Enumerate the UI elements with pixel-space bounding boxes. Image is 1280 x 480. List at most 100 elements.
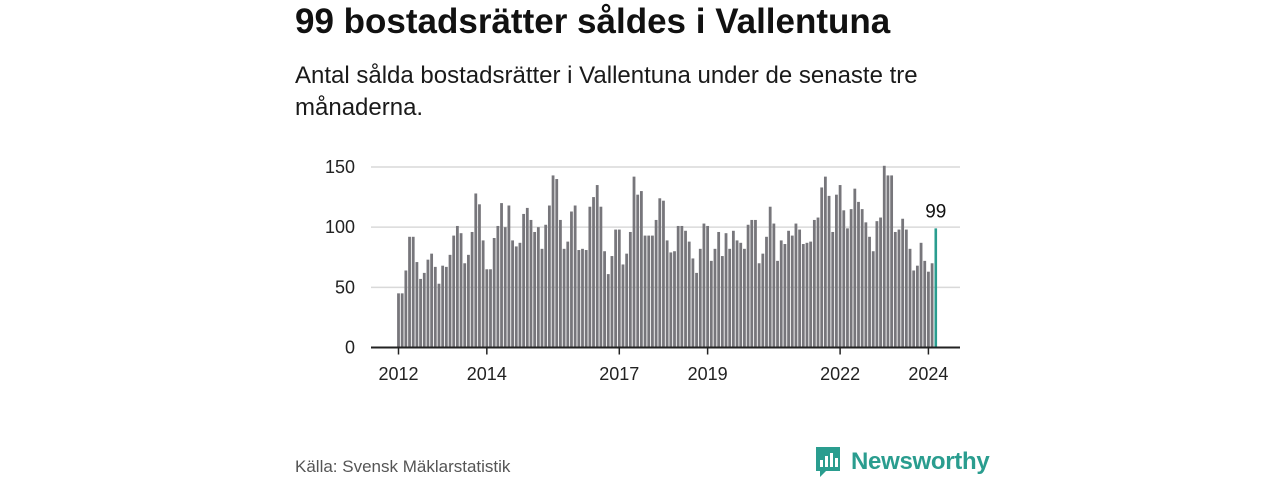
bar xyxy=(426,259,430,348)
bar xyxy=(551,175,555,348)
bar xyxy=(507,205,511,348)
bar xyxy=(573,205,577,348)
bar xyxy=(882,165,886,348)
bar xyxy=(912,270,916,348)
bar xyxy=(893,231,897,348)
bar xyxy=(720,256,724,348)
y-tick-label: 100 xyxy=(325,217,355,237)
bar xyxy=(547,205,551,348)
brand-logo: Newsworthy xyxy=(814,444,990,480)
bar xyxy=(842,210,846,348)
bar xyxy=(783,244,787,348)
bar xyxy=(408,236,411,348)
bar xyxy=(827,195,831,348)
bar xyxy=(698,248,702,348)
bar xyxy=(798,229,802,348)
bar xyxy=(658,198,662,348)
bar xyxy=(592,197,595,348)
bar xyxy=(673,251,676,348)
bar xyxy=(809,241,813,348)
bar xyxy=(794,223,798,348)
bar xyxy=(761,253,765,348)
bar xyxy=(481,240,485,348)
bar xyxy=(610,256,614,348)
bar xyxy=(419,278,422,348)
bar xyxy=(540,248,544,348)
bar xyxy=(599,206,603,348)
bar xyxy=(474,193,478,348)
x-tick-label: 2019 xyxy=(688,364,728,384)
bar xyxy=(455,225,459,348)
newsworthy-logo-icon xyxy=(816,447,840,477)
bar xyxy=(570,211,573,348)
bar xyxy=(735,240,739,348)
bar xyxy=(684,230,687,348)
bar xyxy=(717,231,721,348)
bar xyxy=(470,231,474,348)
y-tick-label: 50 xyxy=(335,277,355,297)
bar xyxy=(529,219,533,348)
bar xyxy=(518,242,522,348)
bar xyxy=(514,246,518,348)
bar xyxy=(868,236,871,348)
bar xyxy=(411,236,415,348)
bar xyxy=(588,206,592,348)
bar xyxy=(846,228,849,348)
bar xyxy=(886,175,890,348)
bar xyxy=(606,274,610,348)
bar xyxy=(662,200,665,348)
bar xyxy=(823,176,827,348)
bar xyxy=(603,251,606,348)
bar xyxy=(555,179,559,348)
x-tick-label: 2022 xyxy=(820,364,860,384)
bar xyxy=(639,191,643,348)
bar xyxy=(489,269,492,348)
x-tick-label: 2017 xyxy=(599,364,639,384)
bar xyxy=(927,271,930,348)
bar xyxy=(651,235,654,348)
bar xyxy=(820,187,824,348)
bar xyxy=(595,185,599,348)
highlight-value-label: 99 xyxy=(925,201,946,222)
page-title: 99 bostadsrätter såldes i Vallentuna xyxy=(295,2,891,41)
bar xyxy=(787,230,790,348)
bar xyxy=(433,266,437,348)
bar xyxy=(875,221,879,348)
bar xyxy=(816,217,820,348)
bar xyxy=(864,222,868,348)
bar xyxy=(562,248,566,348)
bar xyxy=(695,272,698,348)
source-note: Källa: Svensk Mäklarstatistik xyxy=(295,457,511,476)
bar xyxy=(890,175,894,348)
bar xyxy=(779,240,783,348)
bar xyxy=(533,231,537,348)
bar xyxy=(625,253,629,348)
bar xyxy=(448,254,452,348)
x-tick-label: 2014 xyxy=(467,364,507,384)
chart-subtitle: Antal sålda bostadsrätter i Vallentuna u… xyxy=(295,62,918,121)
bar xyxy=(908,248,912,348)
bar xyxy=(404,270,408,348)
bar xyxy=(643,235,647,348)
bar xyxy=(687,241,691,348)
bar xyxy=(636,194,640,348)
bar xyxy=(919,242,923,348)
bar xyxy=(628,231,632,348)
bar xyxy=(680,225,684,348)
bar xyxy=(485,269,489,348)
bar xyxy=(728,248,732,348)
bar xyxy=(522,213,526,348)
bar xyxy=(754,219,757,348)
bar xyxy=(702,223,706,348)
bar xyxy=(536,227,540,348)
bar xyxy=(415,262,419,348)
bar xyxy=(801,244,805,348)
bar xyxy=(676,225,680,348)
bar xyxy=(496,225,500,348)
bar xyxy=(511,240,514,348)
bar xyxy=(647,235,651,348)
bar xyxy=(739,242,743,348)
bar xyxy=(923,260,927,348)
bar xyxy=(853,188,857,348)
bar xyxy=(871,251,875,348)
